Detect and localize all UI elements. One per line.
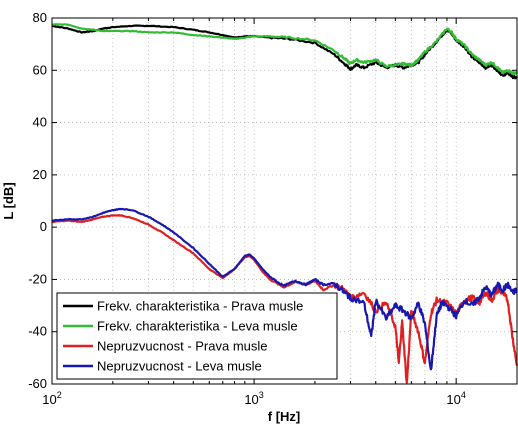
y-tick-label: -20 <box>28 271 47 286</box>
x-tick-label: 102 <box>42 390 61 407</box>
plot-frame <box>51 17 518 385</box>
y-tick-label: 0 <box>40 219 47 234</box>
legend-label: Nepruzvucnost - Prava musle <box>97 339 268 354</box>
y-tick-label: 80 <box>33 10 47 25</box>
y-tick-label: 60 <box>33 62 47 77</box>
y-tick-label: 40 <box>33 115 47 130</box>
tick-labels: -60 -40 -20 0 20 40 60 80 102 103 104 <box>28 10 466 407</box>
x-axis-label: f [Hz] <box>268 409 301 424</box>
y-tick-label: -60 <box>28 376 47 391</box>
legend-label: Frekv. charakteristika - Leva musle <box>97 319 298 334</box>
series-group <box>51 23 518 384</box>
legend: Frekv. charakteristika - Prava musle Frek… <box>56 292 338 380</box>
series-line-1 <box>51 24 518 80</box>
y-tick-label: 20 <box>33 167 47 182</box>
ticks <box>51 17 518 385</box>
y-tick-label: -40 <box>28 324 47 339</box>
x-tick-label: 104 <box>446 390 465 407</box>
x-tick-label: 103 <box>244 390 263 407</box>
legend-box <box>56 292 338 380</box>
legend-label: Frekv. charakteristika - Prava musle <box>97 299 303 314</box>
legend-label: Nepruzvucnost - Leva musle <box>97 359 262 374</box>
series-line-2 <box>51 23 518 76</box>
series-line-4 <box>51 207 518 371</box>
y-axis-label: L [dB] <box>1 182 16 219</box>
